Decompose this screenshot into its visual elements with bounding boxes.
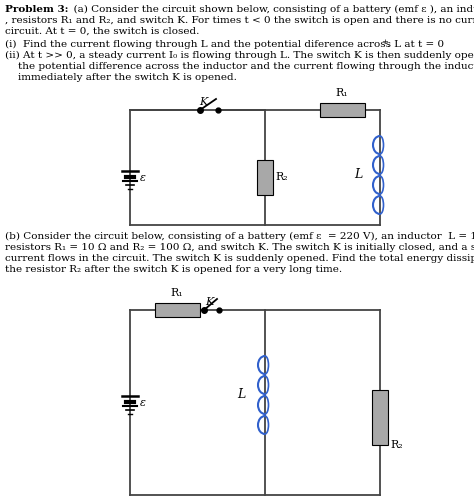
Text: (a) Consider the circuit shown below, consisting of a battery (emf ε ), an induc: (a) Consider the circuit shown below, co… — [67, 5, 474, 14]
Text: immediately after the switch K is opened.: immediately after the switch K is opened… — [18, 73, 237, 82]
Text: R₁: R₁ — [336, 88, 348, 98]
Text: , resistors R₁ and R₂, and switch K. For times t < 0 the switch is open and ther: , resistors R₁ and R₂, and switch K. For… — [5, 16, 474, 25]
Text: (b) Consider the circuit below, consisting of a battery (emf ε  = 220 V), an ind: (b) Consider the circuit below, consisti… — [5, 232, 474, 241]
Text: circuit. At t = 0, the switch is closed.: circuit. At t = 0, the switch is closed. — [5, 27, 200, 36]
Text: (i)  Find the current flowing through L and the potential diference across L at : (i) Find the current flowing through L a… — [5, 40, 444, 49]
Text: Problem 3:: Problem 3: — [5, 5, 69, 14]
Text: (ii) At t >> 0, a steady current I₀ is flowing through L. The switch K is then s: (ii) At t >> 0, a steady current I₀ is f… — [5, 51, 474, 60]
Text: ε: ε — [140, 173, 146, 183]
Bar — [372, 390, 388, 445]
Bar — [155, 303, 200, 317]
Text: R₂: R₂ — [390, 439, 402, 450]
Bar — [257, 160, 273, 195]
Text: +: + — [381, 38, 388, 46]
Text: R₁: R₁ — [171, 288, 183, 298]
Text: L: L — [237, 389, 245, 402]
Text: current flows in the circuit. The switch K is suddenly opened. Find the total en: current flows in the circuit. The switch… — [5, 254, 474, 263]
Text: resistors R₁ = 10 Ω and R₂ = 100 Ω, and switch K. The switch K is initially clos: resistors R₁ = 10 Ω and R₂ = 100 Ω, and … — [5, 243, 474, 252]
Text: L: L — [354, 168, 362, 181]
Text: K: K — [199, 97, 207, 107]
Text: ε: ε — [140, 398, 146, 408]
Text: the resistor R₂ after the switch K is opened for a very long time.: the resistor R₂ after the switch K is op… — [5, 265, 342, 274]
Text: R₂: R₂ — [275, 172, 288, 182]
Bar — [320, 103, 365, 117]
Text: the potential difference across the inductor and the current flowing through the: the potential difference across the indu… — [18, 62, 474, 71]
Text: K: K — [205, 297, 213, 307]
Text: .: . — [386, 40, 389, 49]
